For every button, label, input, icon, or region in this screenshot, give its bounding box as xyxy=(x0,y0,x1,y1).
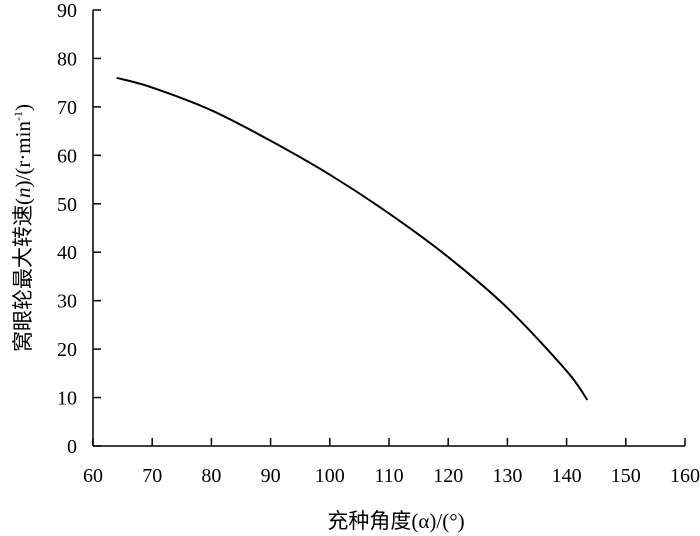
y-tick-label: 90 xyxy=(57,0,77,22)
y-axis-title-unit: )/(r·min xyxy=(11,121,35,188)
y-tick-label: 0 xyxy=(67,436,77,458)
x-tick-label: 60 xyxy=(83,465,103,487)
series-layer xyxy=(116,76,589,401)
y-axis-title-main: 窝眼轮最大转速( xyxy=(11,198,35,352)
x-tick-label: 120 xyxy=(433,465,463,487)
y-axis-title-sup: -1 xyxy=(11,111,25,121)
x-axis-title: 充种角度(α)/(°) xyxy=(327,509,464,533)
x-tick-label: 90 xyxy=(261,465,281,487)
y-tick-label: 20 xyxy=(57,339,77,361)
y-tick-label: 30 xyxy=(57,291,77,313)
y-axis: 0 10 20 30 40 50 60 70 80 90 xyxy=(57,0,101,458)
x-tick-label: 100 xyxy=(315,465,345,487)
series-line xyxy=(116,76,589,401)
y-tick-label: 40 xyxy=(57,242,77,264)
x-tick-label: 70 xyxy=(142,465,162,487)
y-tick-label: 70 xyxy=(57,97,77,119)
x-tick-label: 110 xyxy=(374,465,403,487)
y-axis-title-var: n xyxy=(11,187,35,198)
x-tick-label: 80 xyxy=(201,465,221,487)
x-tick-label: 160 xyxy=(670,465,700,487)
y-tick-label: 10 xyxy=(57,388,77,410)
y-tick-label: 50 xyxy=(57,194,77,216)
y-axis-title: 窝眼轮最大转速(n)/(r·min-1) xyxy=(11,104,35,352)
y-tick-label: 80 xyxy=(57,48,77,70)
y-tick-label: 60 xyxy=(57,145,77,167)
x-axis: 60 70 80 90 100 110 120 130 140 150 160 xyxy=(83,438,700,487)
x-tick-label: 140 xyxy=(552,465,582,487)
x-tick-label: 150 xyxy=(611,465,641,487)
y-axis-title-close: ) xyxy=(11,104,35,111)
x-tick-label: 130 xyxy=(492,465,522,487)
